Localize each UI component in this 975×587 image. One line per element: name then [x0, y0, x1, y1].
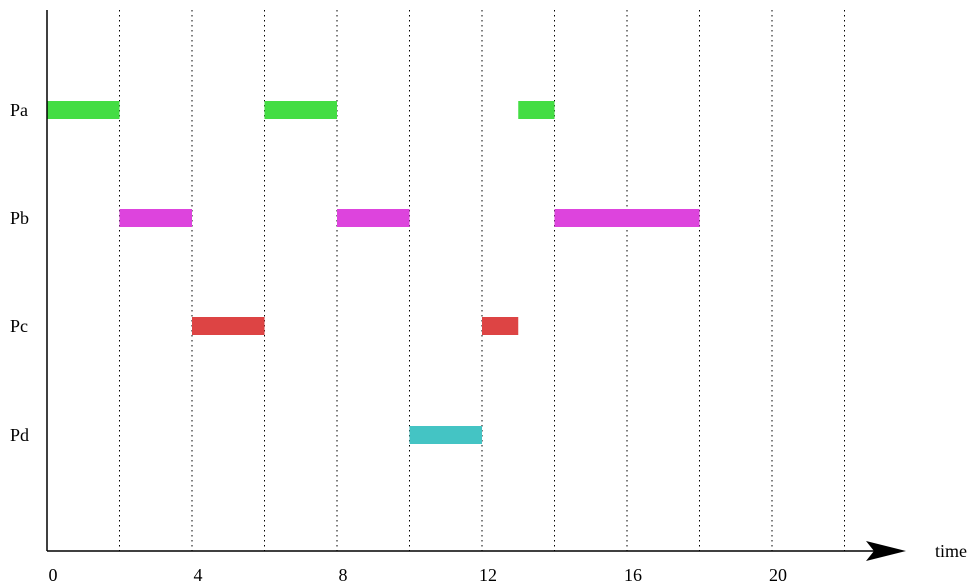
row-label-pc: Pc — [10, 316, 28, 336]
x-axis-arrowhead — [866, 541, 906, 561]
bar-pb — [337, 209, 410, 227]
axes — [46, 10, 906, 561]
x-tick-label: 0 — [49, 565, 58, 585]
x-tick-label: 12 — [479, 565, 497, 585]
x-tick-labels: 0 4 8 12 16 20 — [49, 565, 788, 585]
bar-pc — [192, 317, 265, 335]
bar-pa — [47, 101, 120, 119]
bar-pa — [264, 101, 337, 119]
task-bars — [47, 101, 700, 444]
bar-pb — [119, 209, 192, 227]
bar-pa — [518, 101, 555, 119]
x-tick-label: 4 — [194, 565, 203, 585]
x-tick-label: 16 — [624, 565, 642, 585]
row-labels: Pa Pb Pc Pd — [10, 100, 29, 445]
bar-pc — [482, 317, 519, 335]
bar-pb — [554, 209, 700, 227]
gridlines — [119, 10, 845, 551]
row-label-pb: Pb — [10, 208, 29, 228]
x-tick-label: 20 — [769, 565, 787, 585]
x-tick-label: 8 — [339, 565, 348, 585]
bar-pd — [409, 426, 482, 444]
row-label-pd: Pd — [10, 425, 29, 445]
x-axis-label: time — [935, 541, 967, 561]
row-label-pa: Pa — [10, 100, 28, 120]
